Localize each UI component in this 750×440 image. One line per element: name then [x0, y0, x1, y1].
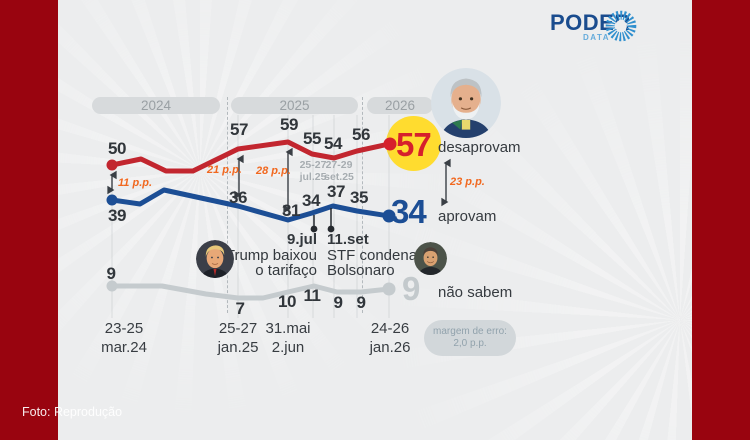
desaprovam-current-value: 57 — [396, 126, 432, 163]
sunburst-icon — [605, 10, 637, 42]
year-pill-2024: 2024 — [92, 97, 220, 114]
line-desaprovam — [109, 139, 392, 174]
gap-arrows — [107, 147, 451, 214]
legend-aprovam: aprovam — [438, 208, 497, 225]
marker-desaprovam-start — [106, 159, 118, 171]
date-line: 24-26 — [370, 320, 410, 337]
aprovam-current-value: 34 — [391, 193, 427, 230]
desaprovam-value: 55 — [303, 129, 321, 148]
event-text: STF condena — [327, 246, 418, 264]
year-label: 2025 — [279, 98, 310, 113]
aprovam-value: 35 — [350, 188, 368, 207]
axis-date-mar24: 23-25 mar.24 — [101, 319, 147, 357]
date-line: jan.26 — [369, 339, 411, 356]
event-text: Bolsonaro — [327, 262, 395, 279]
nao-sabem-current-value: 9 — [402, 270, 420, 307]
trump-avatar-illustration — [196, 240, 234, 278]
nao-sabem-value: 9 — [106, 264, 116, 283]
legend-nao-sabem: não sabem — [438, 284, 513, 301]
year-label: 2026 — [384, 98, 416, 113]
survey-sublabel-jul25: 25-27 jul.25 — [299, 159, 327, 183]
poderdata-logo: PODER DATA — [550, 10, 637, 42]
legend-desaprovam: desaprovam — [438, 139, 521, 156]
desaprovam-value: 59 — [280, 115, 298, 134]
event-date: 9.jul — [286, 231, 317, 248]
survey-sublabel-set25: 27-29 set.25 — [324, 159, 354, 183]
date-line: 25-27 — [218, 320, 258, 337]
desaprovam-value: 57 — [230, 120, 248, 139]
nao-sabem-value: 10 — [278, 292, 296, 311]
desaprovam-value: 54 — [324, 134, 342, 153]
marker-aprovam-end — [382, 209, 396, 223]
margin-of-error-note: margem de erro: 2,0 p.p. — [424, 320, 516, 356]
date-line: jan.25 — [217, 339, 259, 356]
line-aprovam — [109, 187, 392, 223]
axis-date-jan26: 24-26 jan.26 — [370, 319, 411, 357]
lula-avatar-illustration — [431, 68, 501, 138]
aprovam-value: 31 — [282, 201, 300, 220]
nao-sabem-value: 7 — [235, 299, 245, 318]
aprovam-value: 37 — [327, 182, 345, 201]
sublabel-line: set.25 — [324, 170, 354, 183]
event-stf-bolsonaro: 11.set STF condena Bolsonaro — [327, 232, 417, 279]
logo-subtitle: DATA — [583, 33, 611, 42]
date-line: 31.mai — [265, 320, 311, 337]
gap-label-11pp: 11 p.p. — [118, 177, 153, 189]
desaprovam-value: 56 — [352, 125, 370, 144]
event-text: o tarifaço — [255, 262, 317, 279]
date-line: mar.24 — [101, 339, 147, 356]
date-line: 2.jun — [271, 339, 305, 356]
nao-sabem-value: 9 — [356, 293, 366, 312]
date-line: 23-25 — [104, 320, 144, 337]
bolsonaro-photo — [414, 242, 447, 275]
right-red-border — [692, 0, 750, 440]
event-trump-tarifaco: 9.jul Trump baixou o tarifaço — [226, 232, 317, 279]
bolsonaro-avatar-illustration — [414, 242, 447, 275]
year-label: 2024 — [140, 98, 172, 113]
gap-label-28pp: 28 p.p. — [256, 165, 291, 177]
gap-label-23pp: 23 p.p. — [450, 176, 485, 188]
event-date: 11.set — [327, 231, 369, 248]
aprovam-value: 36 — [229, 188, 247, 207]
axis-date-mai-jun: 31.mai 2.jun — [265, 319, 310, 357]
nao-sabem-value: 11 — [303, 286, 321, 305]
sublabel-line: jul.25 — [299, 170, 327, 183]
marker-nao-sabem-end — [382, 282, 396, 296]
photo-credit: Foto: Reprodução — [22, 405, 123, 419]
axis-date-jan25: 25-27 jan.25 — [218, 319, 259, 357]
nao-sabem-value: 9 — [333, 293, 343, 312]
line-nao-sabem — [109, 283, 392, 301]
left-red-border — [0, 0, 58, 440]
desaprovam-value: 50 — [108, 139, 126, 158]
lula-photo — [431, 68, 501, 138]
year-pill-2026: 2026 — [367, 97, 433, 114]
year-separator-2025-2026 — [362, 97, 363, 313]
year-pill-2025: 2025 — [231, 97, 358, 114]
sublabel-line: 25-27 — [299, 159, 327, 171]
trump-photo — [196, 240, 234, 278]
aprovam-value: 39 — [108, 206, 126, 225]
marker-desaprovam-end — [383, 137, 397, 151]
marker-nao-sabem-start — [106, 280, 118, 292]
sublabel-line: 27-29 — [325, 159, 353, 171]
aprovam-value: 34 — [302, 191, 320, 210]
gap-label-21pp: 21 p.p. — [207, 164, 242, 176]
event-text: Trump baixou — [225, 246, 317, 264]
margin-note-line: 2,0 p.p. — [453, 338, 487, 349]
marker-aprovam-start — [106, 194, 118, 206]
event-markers — [310, 208, 335, 233]
margin-note-line: margem de erro: — [433, 326, 507, 337]
